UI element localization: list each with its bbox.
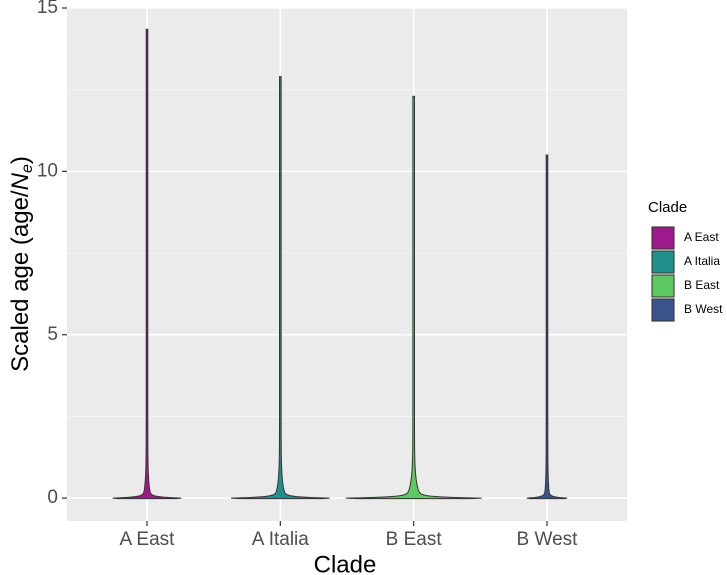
y-axis-title-part: e [19,164,36,173]
legend-swatch [651,226,675,250]
x-tick-label: A Italia [252,529,309,550]
legend-swatch [651,250,675,274]
violin [112,28,182,500]
legend-swatch [651,274,675,298]
legend-label: A Italia [684,254,720,268]
y-tick-label: 15 [37,0,58,18]
y-axis-title-part: N [7,172,34,190]
violin [230,76,330,500]
panel [67,8,627,521]
axes: 0 5 10 15 A East A Italia B East B West [37,0,578,550]
legend-label: A East [684,230,719,244]
y-tick-label: 10 [37,160,58,181]
y-axis-title-part: ) [7,156,34,164]
legend-swatch [651,298,675,322]
y-tick-label: 0 [47,487,58,508]
x-tick-label: B East [386,529,443,550]
y-tick-label: 5 [47,324,58,345]
violin [526,154,568,500]
legend-label: B East [684,278,720,292]
legend: Clade A East A Italia B East B West [648,199,723,322]
violin [345,95,482,500]
y-axis-title: Scaled age (age/Ne) [7,156,36,372]
marks [112,28,568,500]
legend-title: Clade [648,199,687,216]
legend-label: B West [684,302,723,316]
x-tick-label: B West [517,529,579,550]
x-tick-label: A East [120,529,176,550]
y-axis-title-part: Scaled age (age/ [7,190,34,372]
x-axis-title: Clade [314,551,377,575]
